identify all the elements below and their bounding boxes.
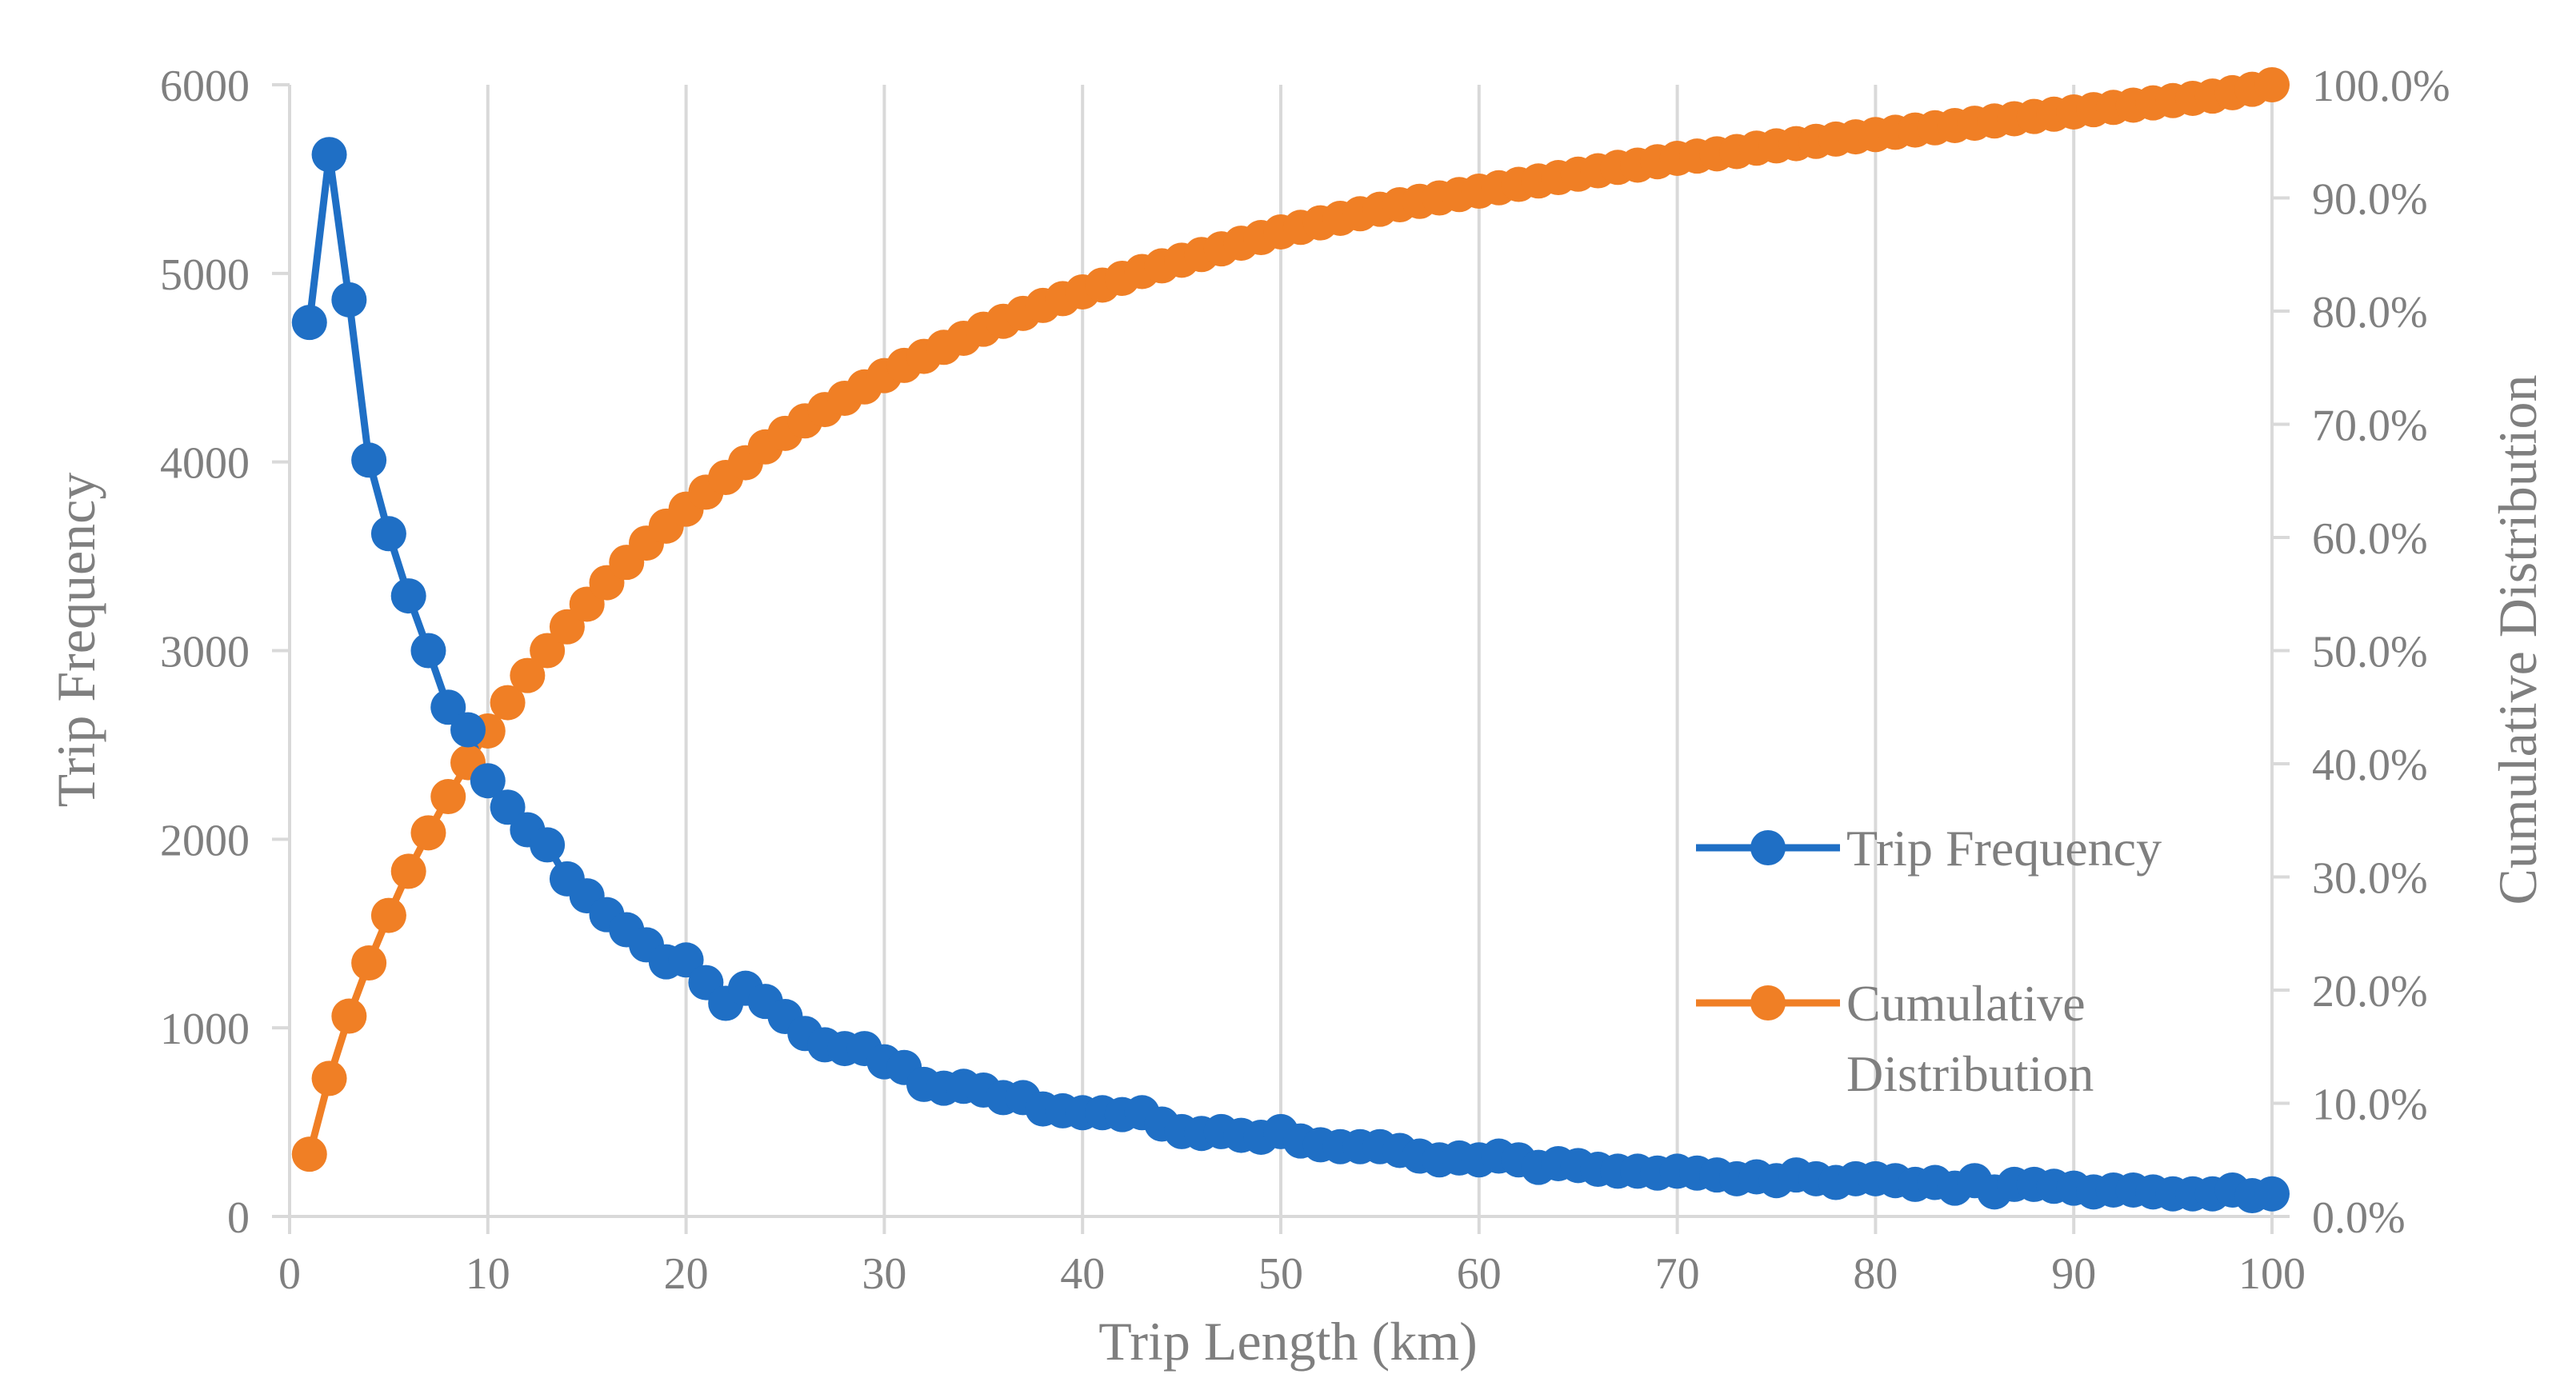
point-trip-frequency-10 — [470, 763, 506, 799]
y2-tick-label-9: 90.0% — [2312, 175, 2428, 225]
y2-tick-label-5: 50.0% — [2312, 628, 2428, 677]
point-cumulative-distribution-14 — [549, 609, 585, 645]
point-trip-frequency-3 — [331, 282, 367, 318]
point-cumulative-distribution-3 — [331, 998, 367, 1034]
legend-label-cumulative-distribution: Cumulative — [1846, 975, 2086, 1032]
y2-tick-label-4: 40.0% — [2312, 741, 2428, 790]
point-cumulative-distribution-1 — [291, 1136, 327, 1172]
point-cumulative-distribution-6 — [390, 853, 426, 889]
point-cumulative-distribution-5 — [370, 897, 406, 933]
y2-tick-label-3: 30.0% — [2312, 854, 2428, 904]
x-tick-label-20: 20 — [664, 1249, 709, 1299]
point-trip-frequency-6 — [390, 578, 426, 614]
y2-tick-label-7: 70.0% — [2312, 401, 2428, 451]
legend-marker-trip-frequency — [1750, 830, 1786, 865]
point-trip-frequency-9 — [450, 712, 486, 748]
y-tick-label-5000: 5000 — [160, 250, 250, 300]
x-tick-label-60: 60 — [1457, 1249, 1502, 1299]
y-tick-label-2000: 2000 — [160, 816, 250, 865]
legend-item-trip-frequency: Trip Frequency — [1696, 820, 2162, 877]
point-cumulative-distribution-100 — [2254, 67, 2290, 102]
point-trip-frequency-5 — [370, 516, 406, 552]
y2-tick-label-2: 20.0% — [2312, 967, 2428, 1017]
point-trip-frequency-11 — [490, 789, 526, 825]
y-tick-label-6000: 6000 — [160, 62, 250, 111]
series-points-cumulative-distribution — [291, 67, 2290, 1172]
series-points-trip-frequency — [291, 137, 2290, 1214]
y-tick-label-0: 0 — [227, 1193, 250, 1243]
point-trip-frequency-100 — [2254, 1176, 2290, 1212]
point-cumulative-distribution-13 — [530, 633, 566, 669]
legend-label-cumulative-distribution-line2: Distribution — [1846, 1045, 2094, 1102]
y-axis-ticks: 0 1000 2000 3000 4000 5000 6000 — [160, 62, 250, 1243]
legend-item-cumulative-distribution: Cumulative Distribution — [1696, 975, 2094, 1102]
point-trip-frequency-2 — [311, 137, 347, 173]
gridlines — [272, 83, 2290, 1234]
y-axis-title: Trip Frequency — [46, 473, 106, 808]
x-tick-label-50: 50 — [1258, 1249, 1303, 1299]
legend: Trip Frequency Cumulative Distribution — [1696, 820, 2162, 1102]
point-cumulative-distribution-12 — [510, 657, 546, 693]
point-trip-frequency-4 — [351, 442, 387, 478]
x-tick-label-0: 0 — [278, 1249, 301, 1299]
x-tick-label-40: 40 — [1060, 1249, 1105, 1299]
legend-marker-cumulative-distribution — [1750, 985, 1786, 1021]
y-tick-label-1000: 1000 — [160, 1005, 250, 1054]
y2-tick-label-0: 0.0% — [2312, 1193, 2406, 1243]
x-axis-ticks: 0 10 20 30 40 50 60 70 80 90 100 — [278, 1249, 2306, 1299]
legend-label-trip-frequency: Trip Frequency — [1846, 820, 2162, 877]
y2-tick-label-6: 60.0% — [2312, 514, 2428, 564]
y-tick-label-4000: 4000 — [160, 439, 250, 489]
y2-tick-label-8: 80.0% — [2312, 288, 2428, 338]
x-tick-label-10: 10 — [466, 1249, 510, 1299]
x-tick-label-80: 80 — [1853, 1249, 1898, 1299]
x-tick-label-30: 30 — [862, 1249, 906, 1299]
series-points — [291, 67, 2290, 1214]
point-cumulative-distribution-11 — [490, 685, 526, 721]
point-trip-frequency-13 — [530, 827, 566, 863]
y2-axis-title: Cumulative Distribution — [2487, 375, 2548, 905]
point-trip-frequency-1 — [291, 305, 327, 341]
y2-tick-label-1: 10.0% — [2312, 1080, 2428, 1130]
point-trip-frequency-8 — [430, 689, 466, 725]
point-cumulative-distribution-2 — [311, 1060, 347, 1096]
point-cumulative-distribution-8 — [430, 779, 466, 815]
x-axis-title: Trip Length (km) — [1098, 1311, 1477, 1372]
y-tick-label-3000: 3000 — [160, 628, 250, 677]
x-tick-label-100: 100 — [2238, 1249, 2306, 1299]
point-trip-frequency-7 — [410, 633, 446, 669]
point-trip-frequency-20 — [668, 942, 704, 978]
x-tick-label-90: 90 — [2051, 1249, 2096, 1299]
y2-tick-label-10: 100.0% — [2312, 62, 2450, 111]
point-cumulative-distribution-4 — [351, 945, 387, 981]
x-tick-label-70: 70 — [1655, 1249, 1700, 1299]
point-cumulative-distribution-7 — [410, 815, 446, 851]
y2-axis-ticks: 0.0% 10.0% 20.0% 30.0% 40.0% 50.0% 60.0% 70.0% 8… — [2312, 62, 2450, 1243]
